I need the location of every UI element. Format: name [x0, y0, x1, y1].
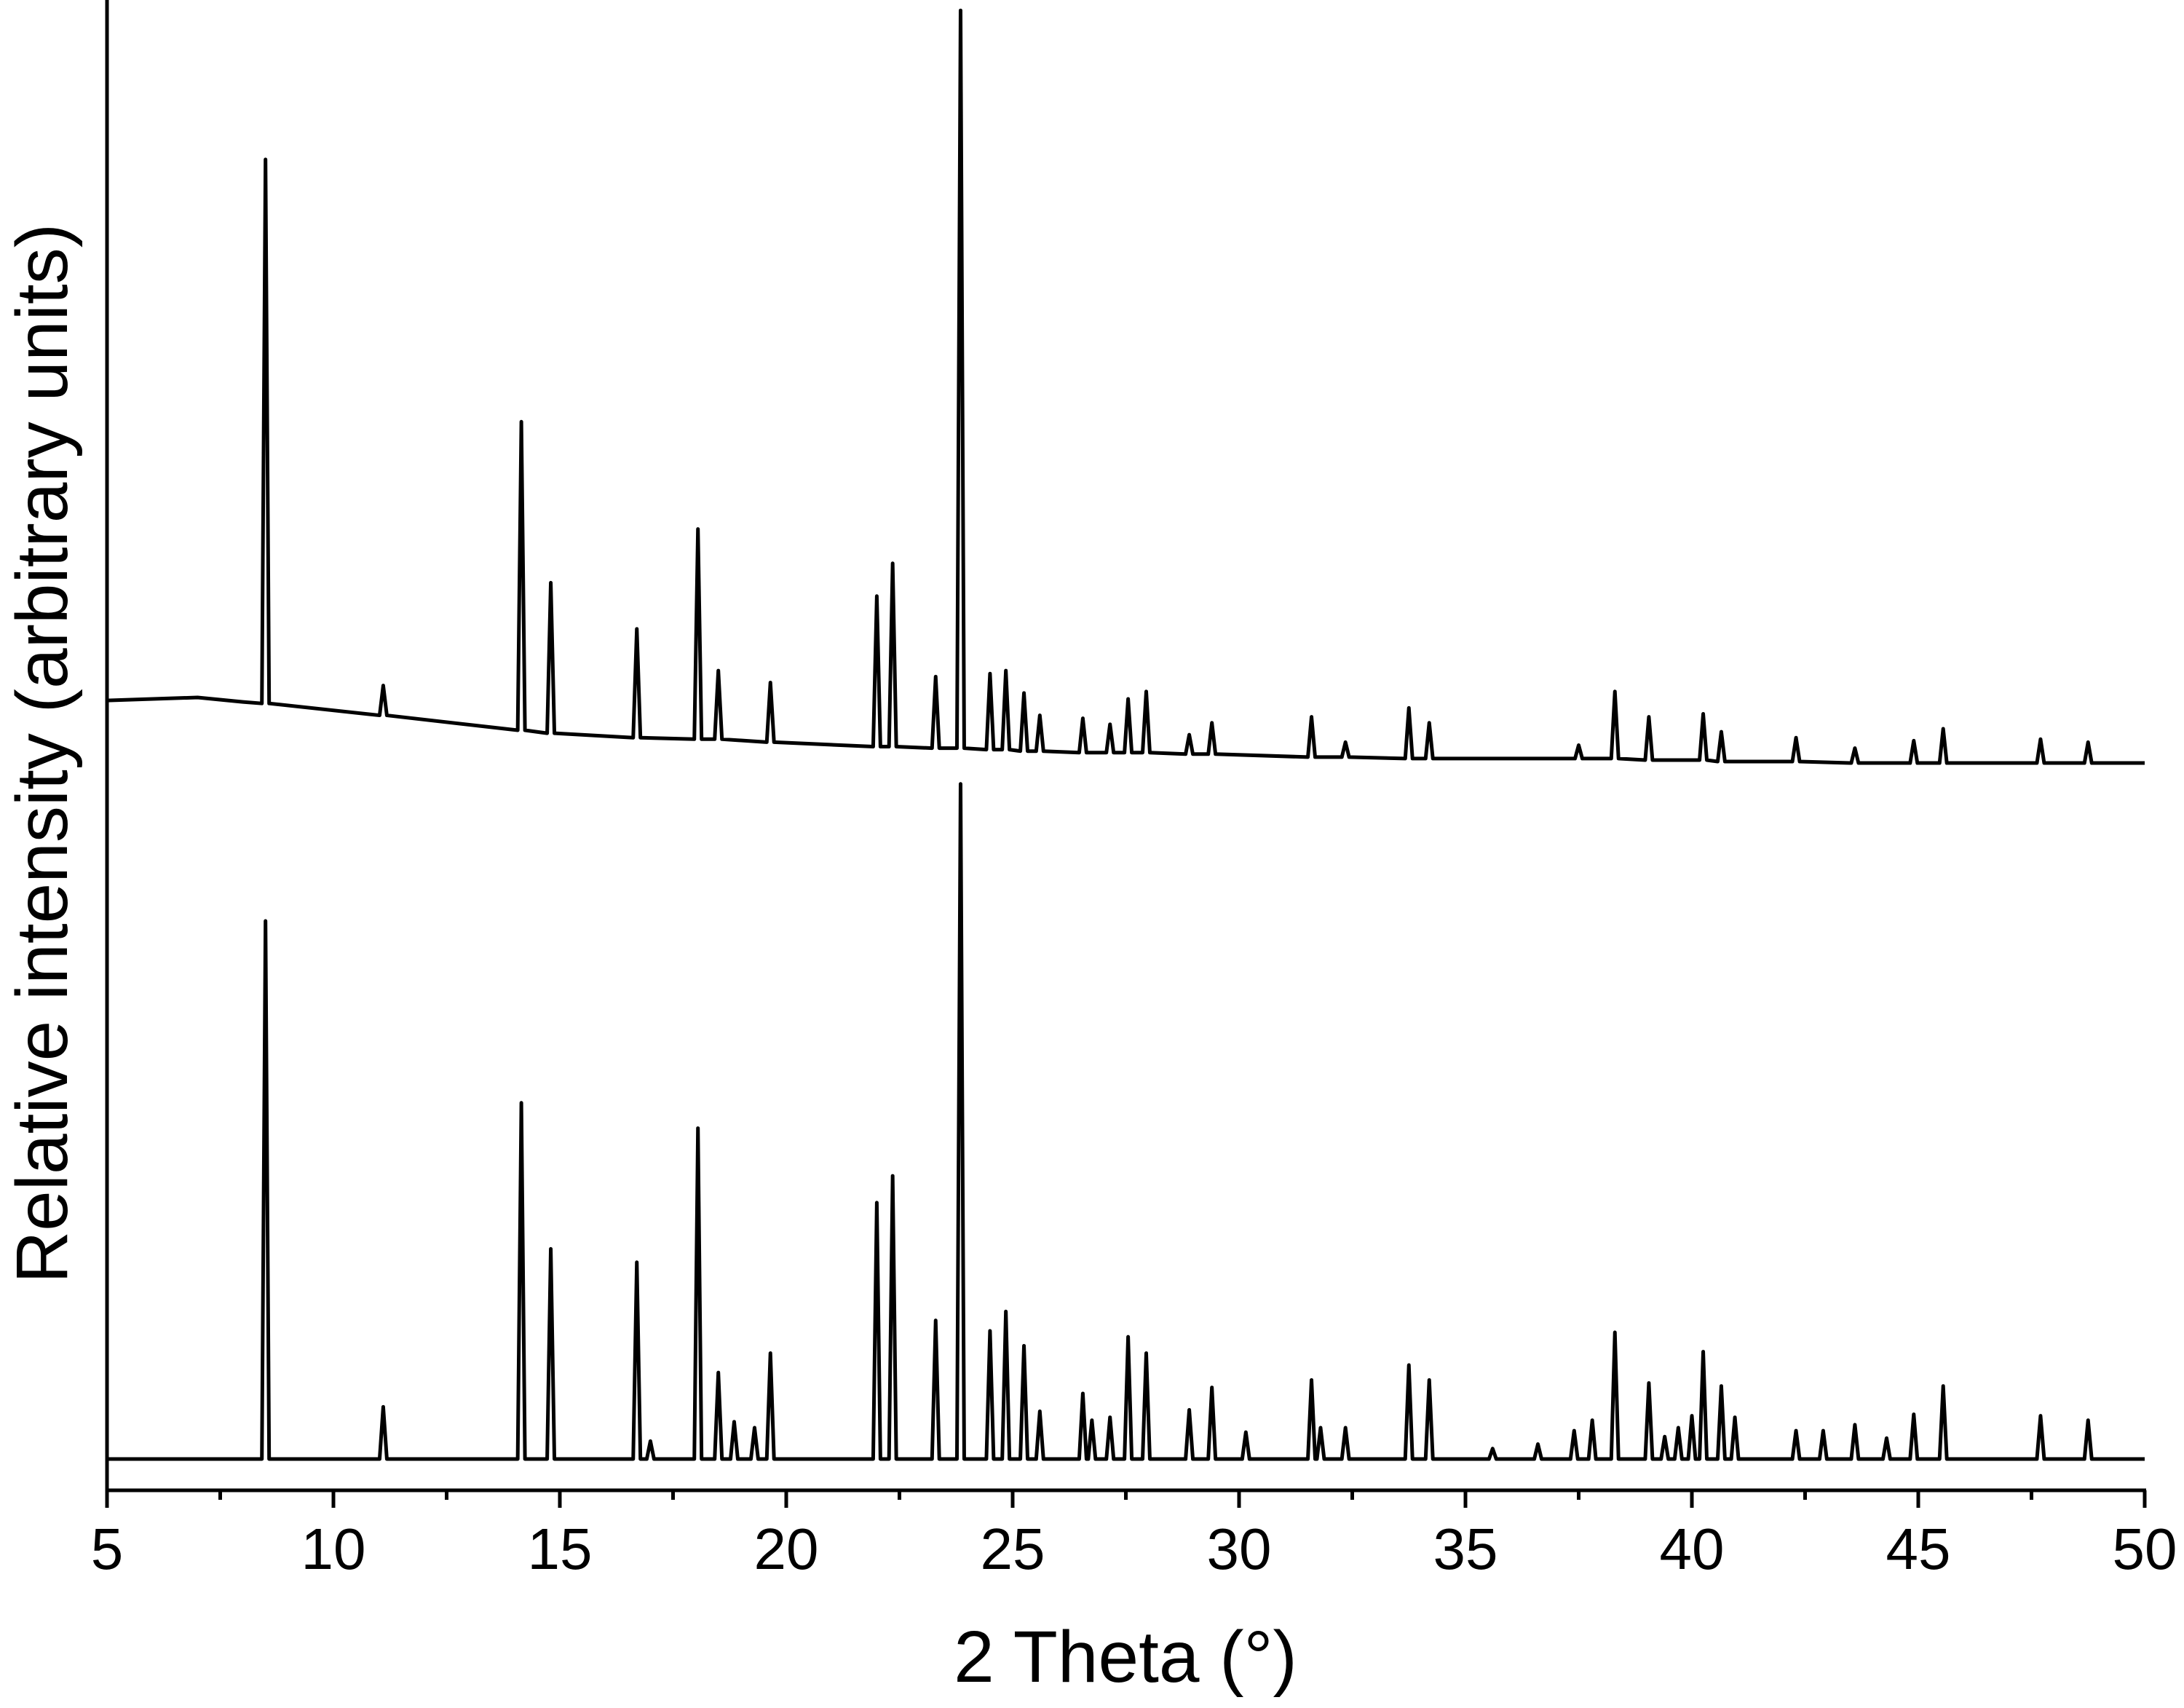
x-tick-label: 25	[981, 1517, 1045, 1581]
series-line	[106, 8, 2145, 765]
x-tick-label: 35	[1433, 1517, 1498, 1581]
x-tick-label: 20	[754, 1517, 819, 1581]
x-tick-label: 10	[301, 1517, 366, 1581]
series-line	[107, 782, 2145, 1461]
x-tick-label: 45	[1886, 1517, 1951, 1581]
x-tick-label: 30	[1207, 1517, 1272, 1581]
x-tick-label: 5	[91, 1517, 124, 1581]
x-tick-label: 15	[528, 1517, 593, 1581]
x-axis-label: 2 Theta (°)	[954, 1616, 1297, 1698]
x-tick-label: 40	[1660, 1517, 1725, 1581]
x-tick-label: 50	[2113, 1517, 2177, 1581]
y-axis-label: Relative intensity (arbitrary units)	[1, 224, 83, 1284]
